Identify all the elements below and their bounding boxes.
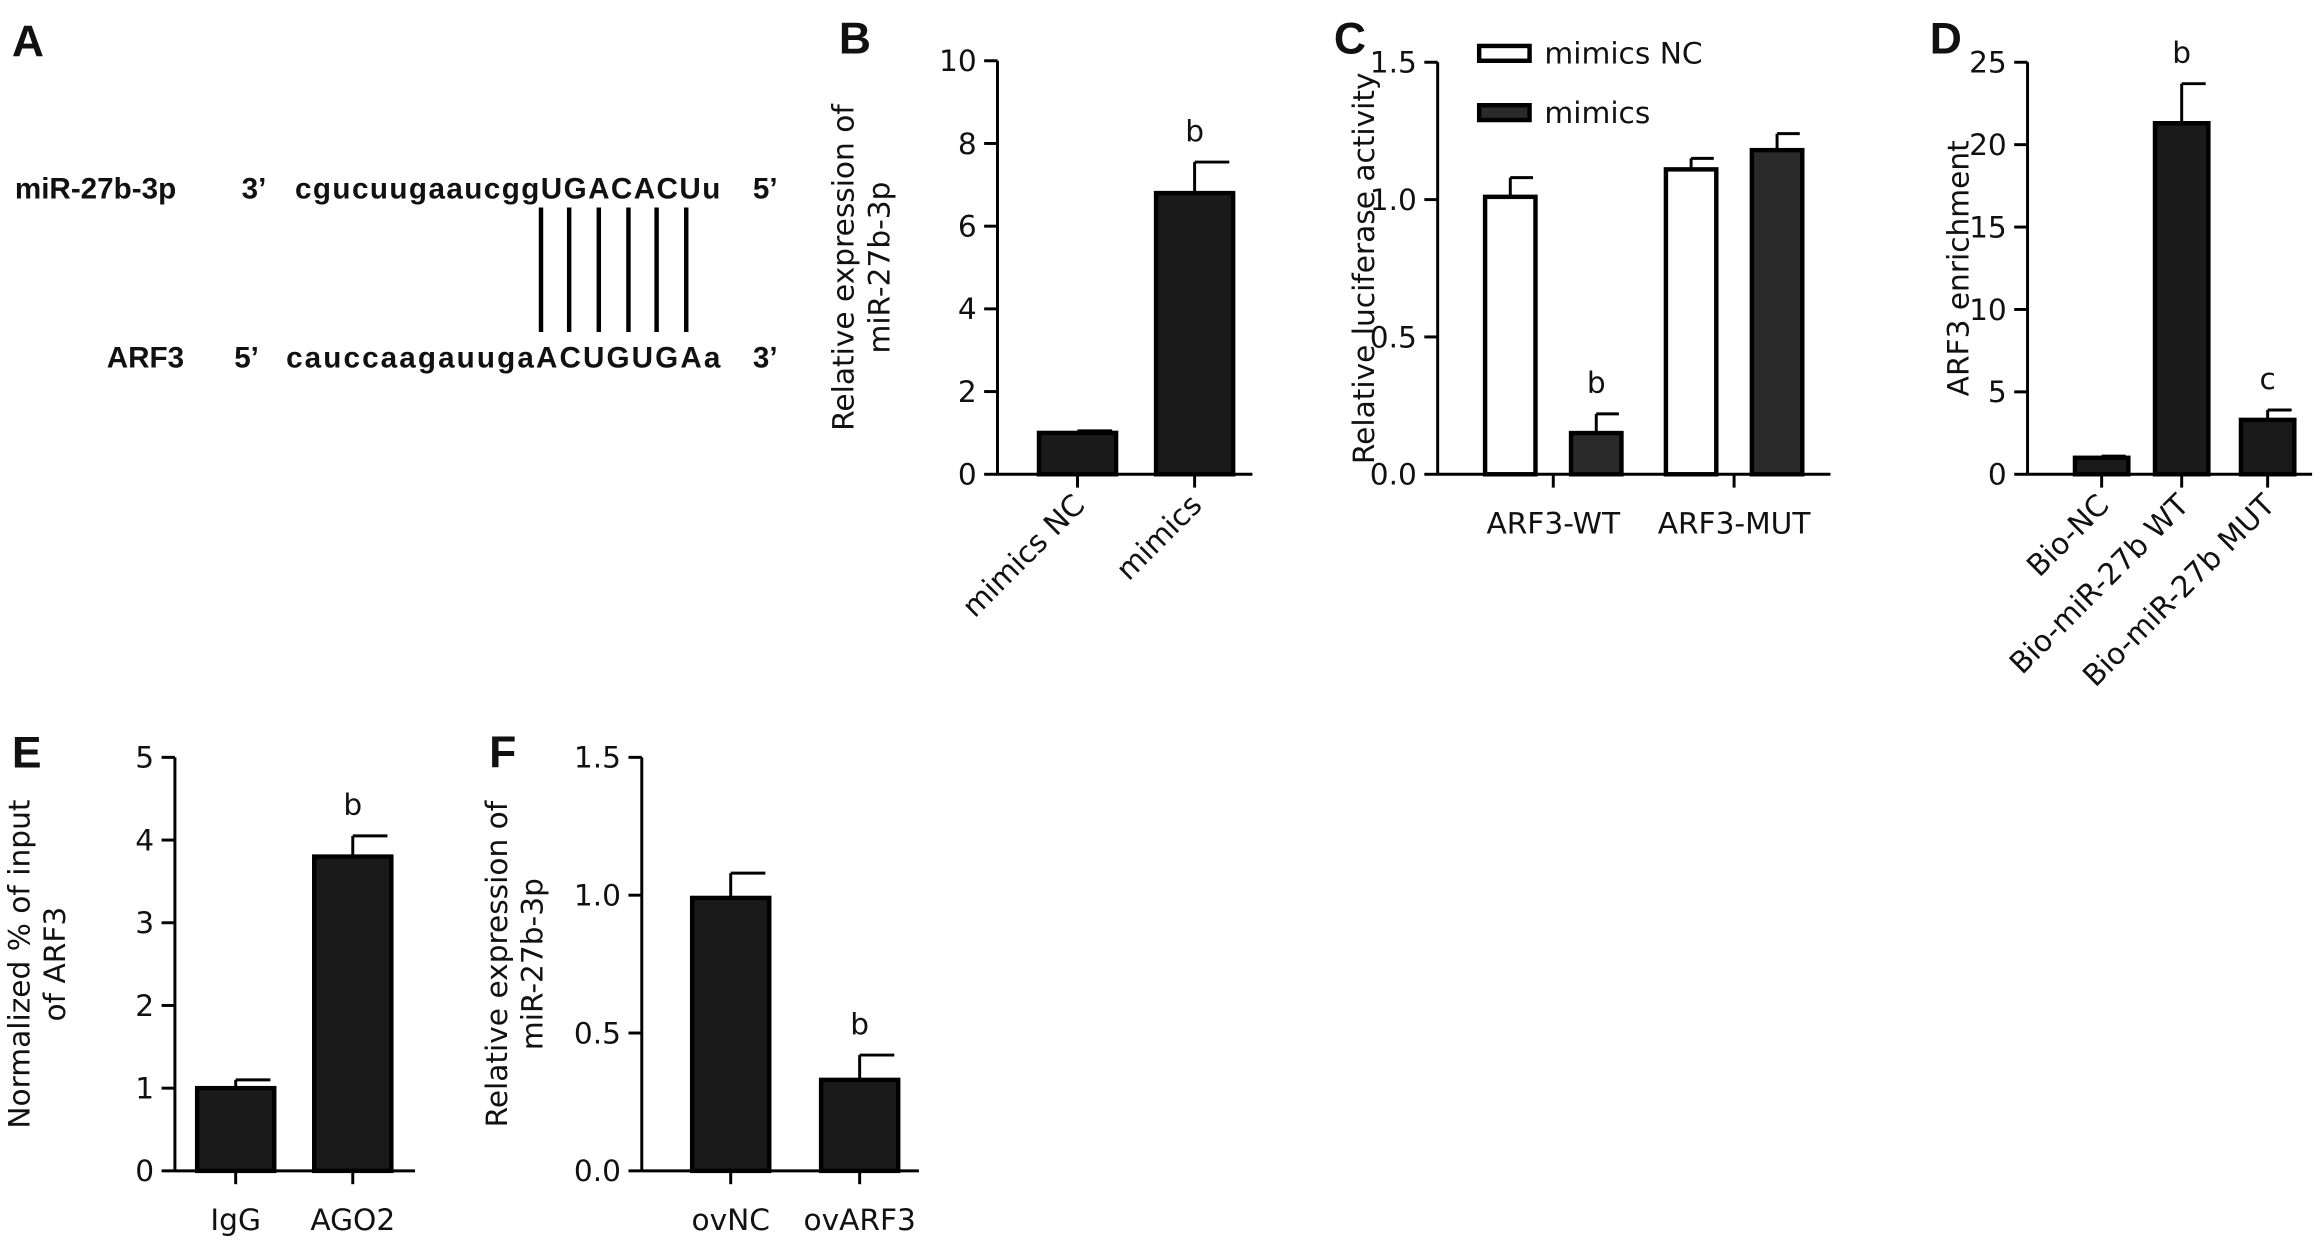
y-tick-label: 0.0 bbox=[574, 1153, 621, 1188]
x-tick-label: AGO2 bbox=[310, 1202, 395, 1237]
legend-label: mimics NC bbox=[1544, 36, 1702, 71]
y-tick-label: 1.0 bbox=[1370, 182, 1417, 217]
y-tick-label: 2 bbox=[135, 988, 154, 1023]
x-tick-label: ovARF3 bbox=[803, 1202, 915, 1237]
bar bbox=[1036, 430, 1119, 477]
sequence: cauccaagauugaACUGUGAa bbox=[286, 342, 721, 375]
significance-label: b bbox=[850, 1006, 869, 1041]
panel-label: C bbox=[1334, 14, 1366, 63]
significance-label: c bbox=[2259, 361, 2275, 396]
x-tick-label: mimics NC bbox=[955, 487, 1092, 624]
sequence-end: 3’ bbox=[753, 342, 778, 375]
y-axis-label: Relative expression of bbox=[826, 104, 861, 431]
legend-label: mimics bbox=[1544, 95, 1650, 130]
y-tick-label: 15 bbox=[1969, 209, 2007, 244]
bar bbox=[2238, 417, 2297, 477]
x-tick-label: ARF3-WT bbox=[1486, 506, 1621, 541]
panel-label: D bbox=[1930, 14, 1962, 63]
panel-label: F bbox=[489, 729, 516, 778]
legend-swatch bbox=[1476, 43, 1532, 63]
y-tick-label: 0.5 bbox=[574, 1015, 621, 1050]
y-tick-label: 1.5 bbox=[574, 740, 621, 775]
y-tick-label: 1.0 bbox=[574, 878, 621, 913]
y-tick-label: 0.5 bbox=[1370, 319, 1417, 354]
panel-label: B bbox=[839, 14, 871, 63]
bar bbox=[2072, 455, 2131, 477]
sequence-name: miR-27b-3p bbox=[15, 173, 176, 206]
bar bbox=[312, 854, 394, 1174]
significance-label: b bbox=[2172, 35, 2191, 70]
significance-label: b bbox=[1587, 365, 1606, 400]
y-tick-label: 1 bbox=[135, 1071, 154, 1106]
y-tick-label: 0 bbox=[135, 1153, 154, 1188]
y-axis-label: miR-27b-3p bbox=[514, 878, 549, 1050]
y-axis-label: Relative luciferase activity bbox=[1346, 72, 1381, 464]
y-axis-label: of ARF3 bbox=[37, 907, 72, 1022]
bar bbox=[1568, 430, 1624, 477]
y-axis-label: ARF3 enrichment bbox=[1940, 140, 1975, 396]
bar bbox=[194, 1085, 277, 1174]
y-tick-label: 0 bbox=[1988, 457, 2007, 492]
sequence-start: 5’ bbox=[234, 342, 259, 375]
sequence-name: ARF3 bbox=[107, 342, 184, 375]
base-pairs bbox=[538, 207, 689, 332]
sequence: cgucuugaaucggUGACACUu bbox=[295, 173, 720, 206]
bar bbox=[689, 895, 772, 1174]
y-tick-label: 0 bbox=[958, 457, 977, 492]
x-tick-label: IgG bbox=[210, 1202, 261, 1237]
bar bbox=[2152, 121, 2211, 477]
sequence-end: 5’ bbox=[753, 173, 778, 206]
significance-label: b bbox=[343, 787, 362, 822]
y-tick-label: 1.5 bbox=[1370, 45, 1417, 80]
y-tick-label: 5 bbox=[135, 740, 154, 775]
y-tick-label: 3 bbox=[135, 905, 154, 940]
bar bbox=[1482, 194, 1538, 477]
y-tick-label: 10 bbox=[1969, 292, 2007, 327]
bar bbox=[1153, 190, 1236, 477]
x-tick-label: mimics bbox=[1109, 487, 1209, 587]
x-tick-label: ovNC bbox=[691, 1202, 770, 1237]
panel-label: E bbox=[12, 729, 42, 778]
y-tick-label: 2 bbox=[958, 374, 977, 409]
y-tick-label: 5 bbox=[1988, 374, 2007, 409]
y-tick-label: 4 bbox=[958, 291, 977, 326]
legend-swatch bbox=[1476, 103, 1532, 123]
bar bbox=[1663, 167, 1719, 477]
y-tick-label: 6 bbox=[958, 209, 977, 244]
panel-label: A bbox=[12, 17, 44, 66]
y-tick-label: 0.0 bbox=[1370, 457, 1417, 492]
y-axis-label: miR-27b-3p bbox=[861, 182, 896, 354]
y-tick-label: 25 bbox=[1969, 45, 2007, 80]
y-axis-label: Normalized % of input bbox=[2, 800, 37, 1129]
bar bbox=[818, 1077, 901, 1174]
y-tick-label: 8 bbox=[958, 126, 977, 161]
bar bbox=[1749, 147, 1805, 477]
sequence-start: 3’ bbox=[242, 173, 267, 206]
significance-label: b bbox=[1185, 113, 1204, 148]
y-tick-label: 4 bbox=[135, 822, 154, 857]
y-tick-label: 20 bbox=[1969, 127, 2007, 162]
y-axis-label: Relative expression of bbox=[479, 800, 514, 1127]
x-tick-label: ARF3-MUT bbox=[1658, 506, 1812, 541]
y-tick-label: 10 bbox=[939, 43, 977, 78]
